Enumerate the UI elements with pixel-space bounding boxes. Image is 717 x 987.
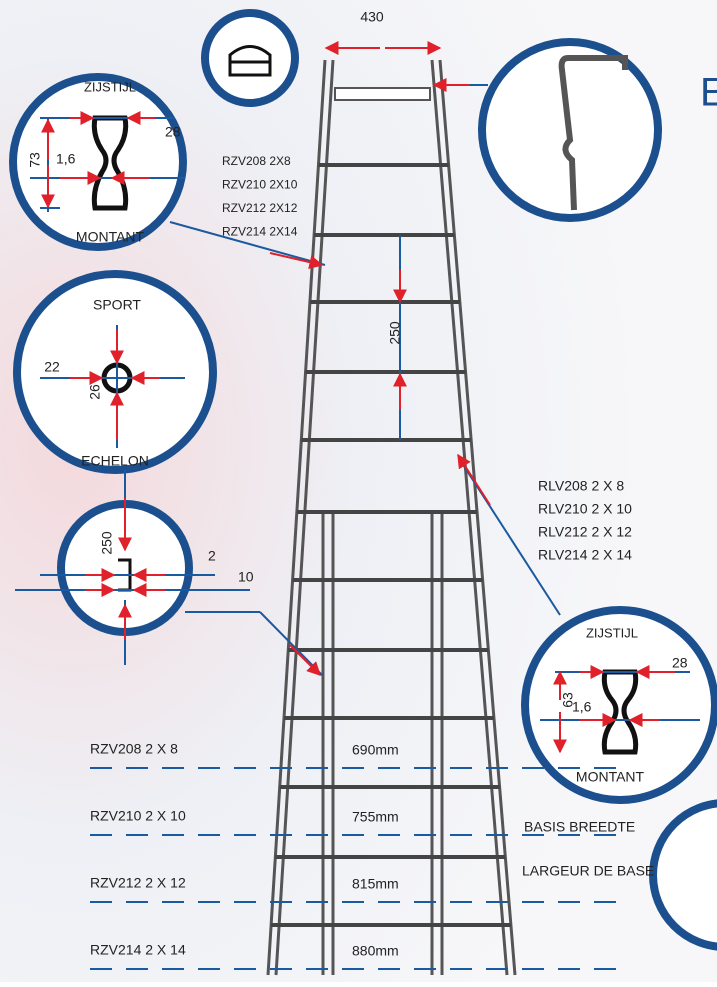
profile-front-title: ZIJSTIJL <box>84 79 136 94</box>
base-width: 880mm <box>352 943 399 959</box>
profile-front-height: 73 <box>27 152 43 168</box>
base-label: LARGEUR DE BASE <box>522 863 654 879</box>
profile-front-subtitle: MONTANT <box>76 229 145 245</box>
model-front: RZV210 2X10 <box>222 178 298 192</box>
rung-subtitle: ECHELON <box>81 453 149 469</box>
base-model: RZV210 2 X 10 <box>90 808 186 824</box>
rung-title: SPORT <box>93 297 141 313</box>
model-rear: RLV208 2 X 8 <box>538 478 624 494</box>
base-width: 690mm <box>352 742 399 758</box>
cut-letter: E <box>700 71 717 115</box>
model-front: RZV214 2X14 <box>222 225 298 239</box>
base-model: RZV214 2 X 14 <box>90 942 186 958</box>
base-width: 755mm <box>352 809 399 825</box>
profile-rear-subtitle: MONTANT <box>576 769 645 785</box>
detail-width: 10 <box>238 569 254 585</box>
cap-circle <box>205 13 295 103</box>
rung-height: 26 <box>87 384 103 400</box>
rung-spacing: 250 <box>387 321 403 345</box>
rung-width: 22 <box>44 359 60 375</box>
profile-rear-thickness: 1,6 <box>572 699 592 715</box>
model-rear: RLV212 2 X 12 <box>538 524 632 540</box>
detail-thickness: 2 <box>208 548 216 564</box>
diagram: 430 E ZIJSTIJL 28 73 1,6 MONTANT RZV208 … <box>0 0 717 982</box>
profile-front-thickness: 1,6 <box>56 151 76 167</box>
profile-front-width: 28 <box>165 124 181 140</box>
profile-rear-width: 28 <box>672 655 688 671</box>
detail-height: 250 <box>99 531 115 555</box>
base-model: RZV212 2 X 12 <box>90 875 186 891</box>
model-front: RZV212 2X12 <box>222 201 298 215</box>
model-rear: RLV214 2 X 14 <box>538 547 632 563</box>
base-label: BASIS BREEDTE <box>524 819 635 835</box>
base-width: 815mm <box>352 876 399 892</box>
profile-rear-title: ZIJSTIJL <box>586 625 638 640</box>
top-width: 430 <box>360 9 384 25</box>
base-model: RZV208 2 X 8 <box>90 741 178 757</box>
model-front: RZV208 2X8 <box>222 154 291 168</box>
model-rear: RLV210 2 X 10 <box>538 501 632 517</box>
